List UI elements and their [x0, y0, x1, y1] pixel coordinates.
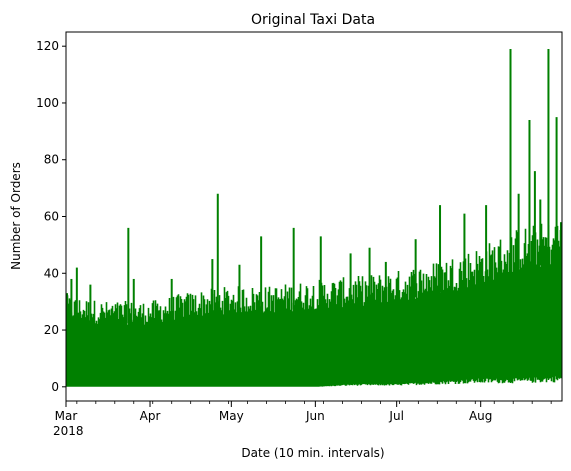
y-axis-label: Number of Orders	[9, 162, 23, 270]
y-tick-label: 40	[44, 266, 59, 280]
x-tick-label: Jun	[305, 409, 325, 423]
y-tick-label: 120	[36, 39, 59, 53]
y-tick-label: 20	[44, 323, 59, 337]
x-tick-label: May	[219, 409, 244, 423]
x-axis-label: Date (10 min. intervals)	[241, 446, 384, 460]
y-axis: 0 20 40 60 80 100 120	[36, 39, 66, 394]
x-tick-label: Apr	[140, 409, 161, 423]
x-tick-label: Jul	[388, 409, 403, 423]
y-tick-label: 60	[44, 210, 59, 224]
plot-area	[65, 49, 563, 387]
x-tick-label: Aug	[469, 409, 492, 423]
x-tick-label: Mar	[55, 409, 78, 423]
chart-title: Original Taxi Data	[251, 12, 375, 28]
y-tick-label: 0	[51, 380, 59, 394]
x-tick-sublabel: 2018	[53, 424, 84, 438]
y-tick-label: 100	[36, 96, 59, 110]
y-tick-label: 80	[44, 153, 59, 167]
